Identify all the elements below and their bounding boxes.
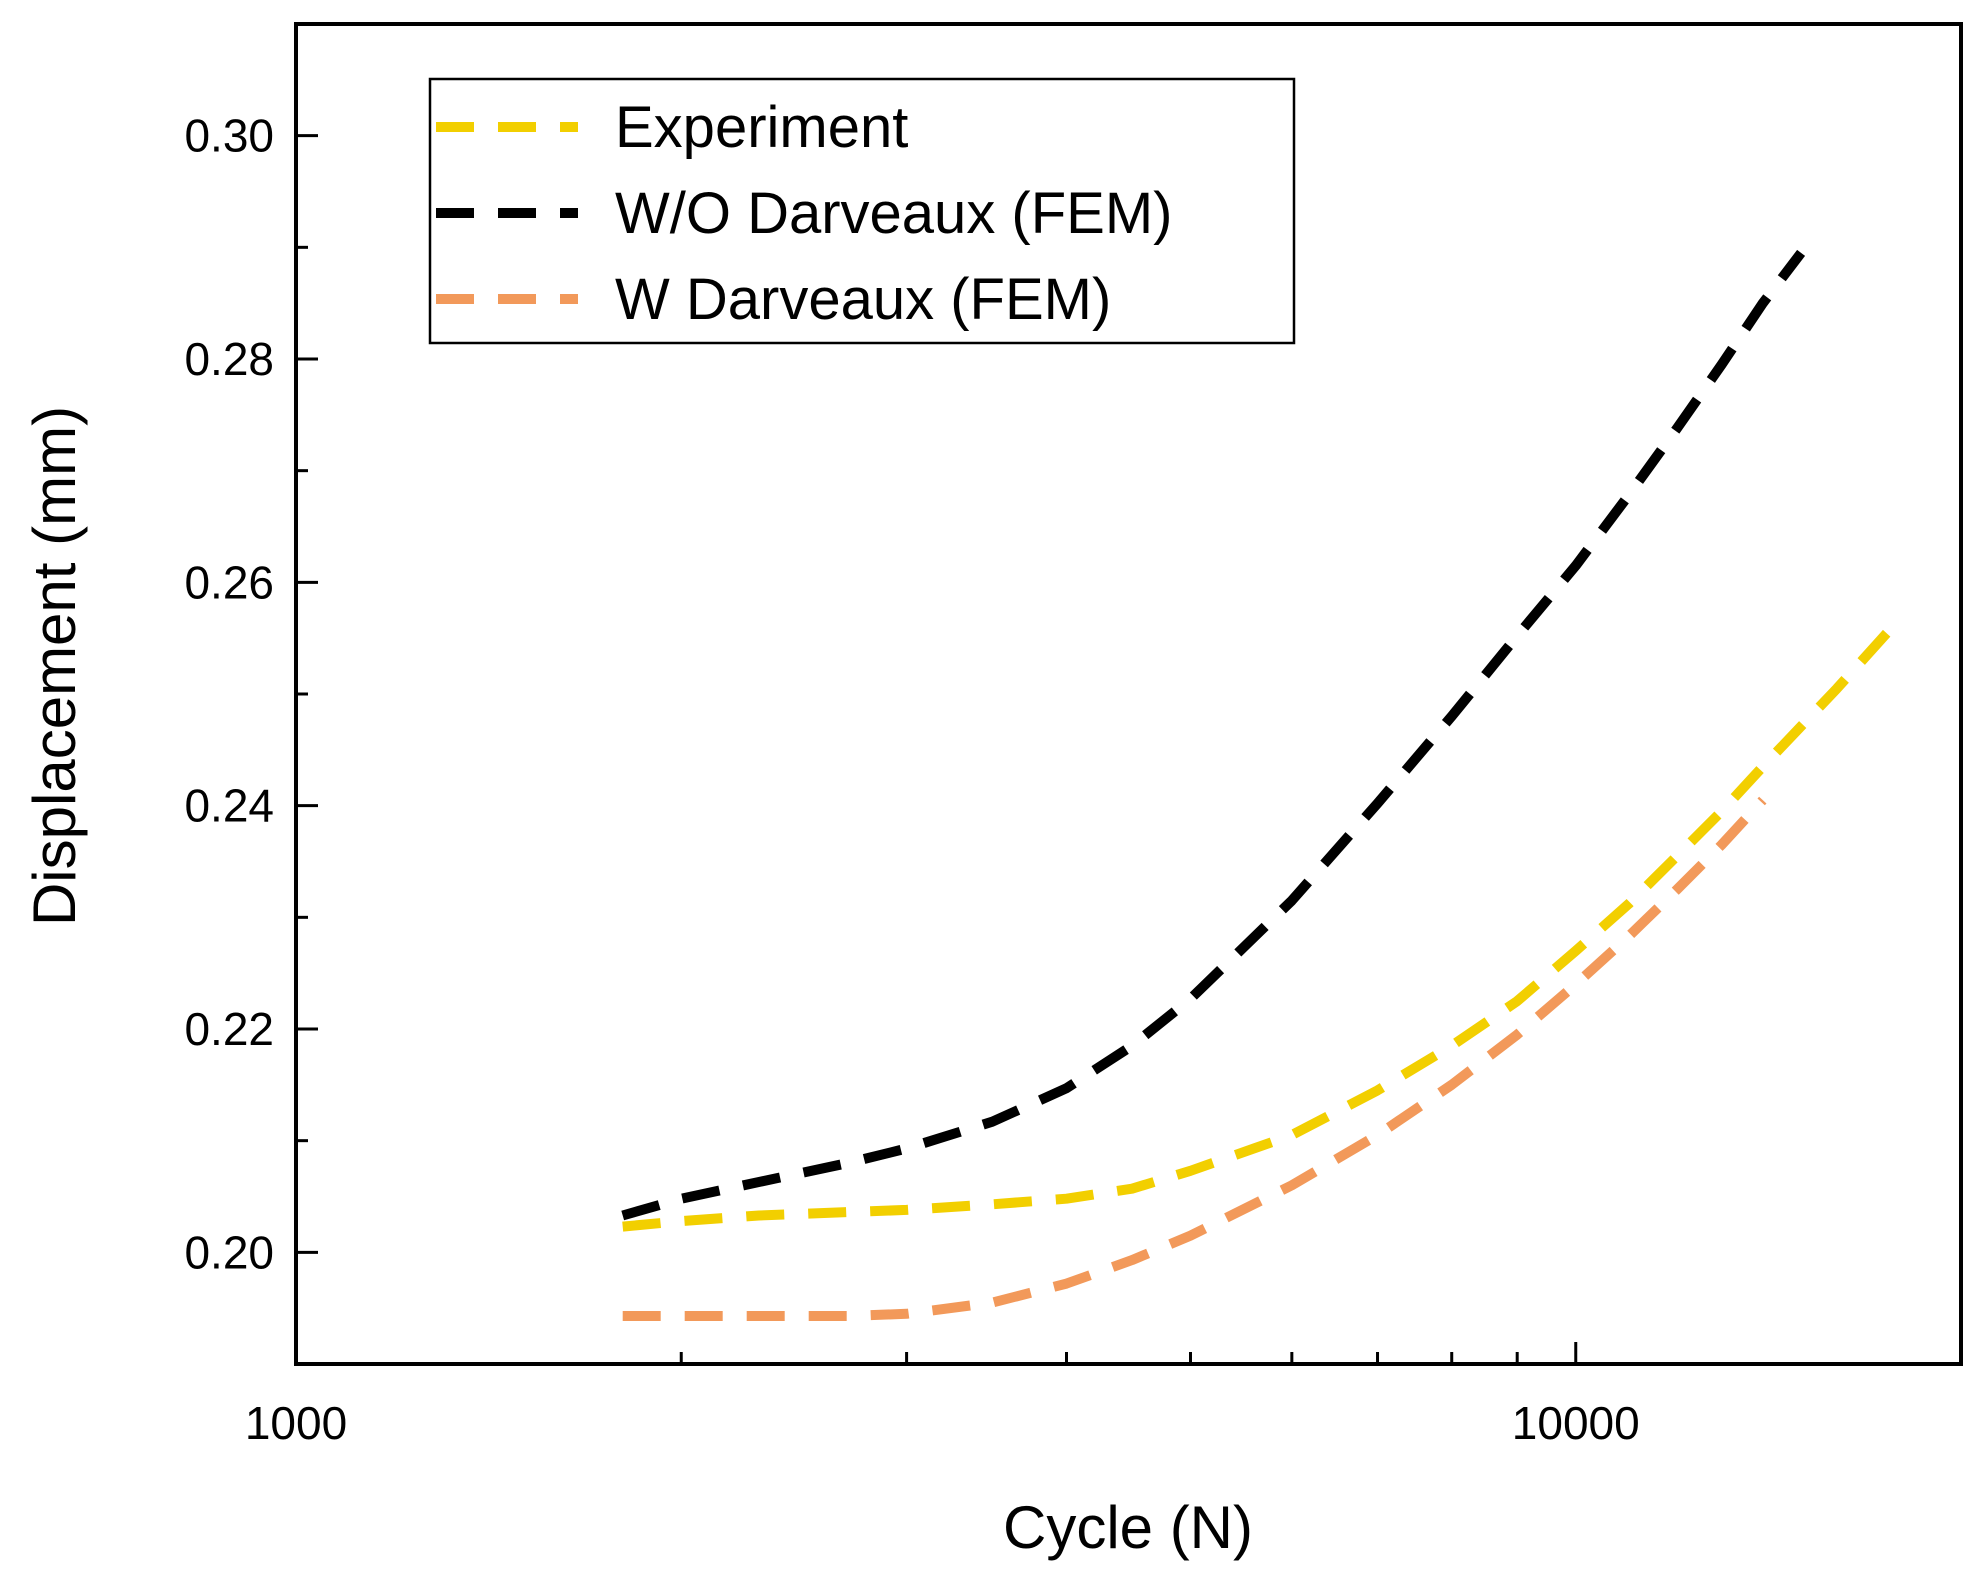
y-tick-label: 0.28 — [184, 333, 274, 385]
y-tick-label: 0.30 — [184, 110, 274, 162]
y-tick-label: 0.20 — [184, 1226, 274, 1278]
series-line-w-darveaux-fem — [622, 796, 1767, 1321]
y-tick-label: 0.26 — [184, 556, 274, 608]
legend-label-experiment: Experiment — [615, 95, 908, 160]
x-tick-label: 10000 — [1512, 1397, 1640, 1449]
minor-ticks — [296, 245, 1519, 1364]
series-lines — [621, 249, 1907, 1321]
x-axis-title: Cycle (N) — [1003, 1494, 1253, 1561]
major-ticks — [294, 134, 1578, 1364]
x-tick-label: 1000 — [245, 1397, 347, 1449]
series-line-w-o-darveaux-fem — [621, 249, 1806, 1221]
series-line-experiment — [622, 612, 1907, 1232]
y-tick-label: 0.22 — [184, 1003, 274, 1055]
legend-label-w-darveaux-fem: W Darveaux (FEM) — [615, 267, 1111, 332]
legend-label-w-o-darveaux-fem: W/O Darveaux (FEM) — [615, 181, 1173, 246]
y-axis-title: Displacement (mm) — [21, 406, 88, 926]
tick-labels: 1000 10000 0.20 0.22 0.24 0.26 0.28 0.30 — [184, 110, 1639, 1449]
legend: Experiment W/O Darveaux (FEM) W Darveaux (… — [428, 77, 1296, 345]
legend-items: Experiment W/O Darveaux (FEM) W Darveaux (… — [436, 95, 1173, 332]
y-tick-label: 0.24 — [184, 780, 274, 832]
